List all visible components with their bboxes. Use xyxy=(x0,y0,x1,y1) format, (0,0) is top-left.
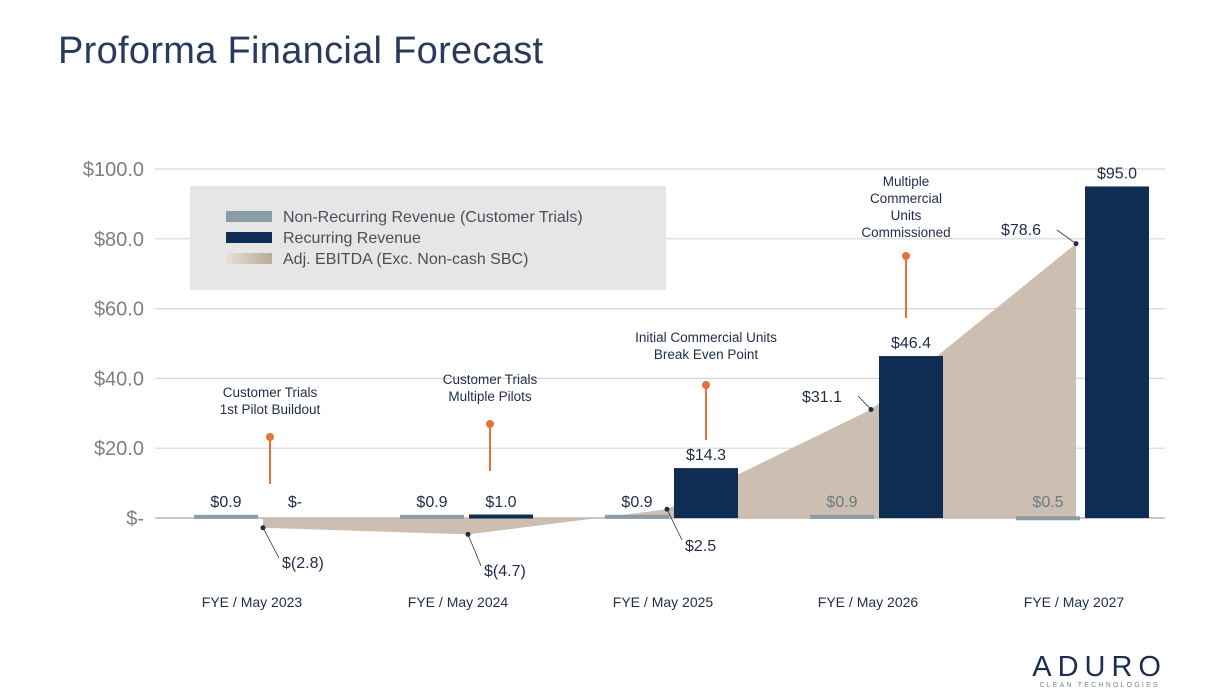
bar-label-non-recurring: $0.9 xyxy=(826,494,857,511)
bar-recurring xyxy=(469,514,533,519)
ebitda-leader-line xyxy=(666,509,683,541)
legend-label: Non-Recurring Revenue (Customer Trials) xyxy=(283,209,583,226)
x-category-label: FYE / May 2025 xyxy=(613,594,714,610)
brand-tagline: CLEAN TECHNOLOGIES xyxy=(1039,682,1160,689)
milestone-annotation-text: Multiple Commercial Units Commissioned xyxy=(861,174,950,240)
y-tick-label: $100.0 xyxy=(83,159,144,181)
bar-non-recurring xyxy=(194,514,258,519)
ebitda-leader-line xyxy=(857,395,872,410)
milestone-annotation-text: Initial Commercial Units Break Even Point xyxy=(635,330,777,362)
ebitda-point xyxy=(868,406,874,412)
ebitda-label: $2.5 xyxy=(685,538,716,555)
milestone-annotation-text: Customer Trials Multiple Pilots xyxy=(443,372,538,404)
bar-label-non-recurring: $0.9 xyxy=(416,494,447,511)
bar-non-recurring xyxy=(1016,516,1080,521)
x-category-label: FYE / May 2024 xyxy=(408,594,509,610)
ebitda-label: $(4.7) xyxy=(484,563,526,580)
legend-label: Recurring Revenue xyxy=(283,230,421,247)
milestone-annotation-line: Break Even Point xyxy=(654,347,759,362)
y-tick-label: $20.0 xyxy=(94,438,144,460)
x-category-label: FYE / May 2026 xyxy=(818,594,919,610)
ebitda-leader-line xyxy=(262,527,280,559)
ebitda-point xyxy=(465,531,471,537)
milestone-dot xyxy=(486,420,494,428)
milestone-annotation-line: Units xyxy=(891,208,922,223)
bar-label-recurring: $14.3 xyxy=(686,447,726,464)
ebitda-label: $78.6 xyxy=(1001,222,1041,239)
ebitda-point xyxy=(664,506,670,512)
x-category-label: FYE / May 2023 xyxy=(202,594,303,610)
milestone-annotation-line: Commissioned xyxy=(861,225,950,240)
ebitda-leader-line xyxy=(1056,229,1077,245)
brand-logo: ADURO CLEAN TECHNOLOGIES xyxy=(1032,652,1167,689)
milestone-dot xyxy=(902,252,910,260)
bar-label-recurring: $- xyxy=(288,494,302,511)
milestone-annotation-line: 1st Pilot Buildout xyxy=(220,402,321,417)
legend-swatch xyxy=(226,253,272,264)
ebitda-label: $31.1 xyxy=(802,389,842,406)
bar-label-non-recurring: $0.5 xyxy=(1032,494,1063,511)
page-title: Proforma Financial Forecast xyxy=(58,30,544,72)
milestone-annotation-line: Customer Trials xyxy=(223,385,318,400)
bar-label-recurring: $1.0 xyxy=(485,494,516,511)
y-tick-label: $40.0 xyxy=(94,368,144,390)
bar-recurring xyxy=(879,356,943,518)
milestone-annotation-text: Customer Trials 1st Pilot Buildout xyxy=(220,385,321,417)
legend-swatch xyxy=(226,211,272,222)
ebitda-leader-line xyxy=(467,534,482,567)
x-category-label: FYE / May 2027 xyxy=(1024,594,1125,610)
bar-non-recurring xyxy=(810,514,874,519)
milestone-annotation-line: Multiple Pilots xyxy=(448,389,532,404)
milestone-annotation-line: Commercial xyxy=(870,191,942,206)
ebitda-label: $(2.8) xyxy=(282,555,324,572)
bar-recurring xyxy=(1085,186,1149,518)
bar-label-non-recurring: $0.9 xyxy=(621,494,652,511)
ebitda-point xyxy=(1073,241,1079,247)
bar-non-recurring xyxy=(400,514,464,519)
y-tick-label: $80.0 xyxy=(94,229,144,251)
milestone-dot xyxy=(702,381,710,389)
legend-swatch xyxy=(226,232,272,243)
milestone-dot xyxy=(266,433,274,441)
ebitda-area xyxy=(263,243,1076,535)
bar-recurring xyxy=(674,468,738,518)
y-tick-label: $60.0 xyxy=(94,299,144,321)
milestone-annotation-line: Customer Trials xyxy=(443,372,538,387)
bar-label-non-recurring: $0.9 xyxy=(210,494,241,511)
legend-label: Adj. EBITDA (Exc. Non-cash SBC) xyxy=(283,251,528,268)
brand-name: ADURO xyxy=(1032,651,1167,683)
bar-label-recurring: $46.4 xyxy=(891,335,931,352)
y-tick-label: $- xyxy=(126,508,144,530)
milestone-annotation-line: Multiple xyxy=(883,174,930,189)
bar-non-recurring xyxy=(605,514,669,519)
milestone-annotation-line: Initial Commercial Units xyxy=(635,330,777,345)
bar-label-recurring: $95.0 xyxy=(1097,165,1137,182)
ebitda-point xyxy=(260,525,266,531)
